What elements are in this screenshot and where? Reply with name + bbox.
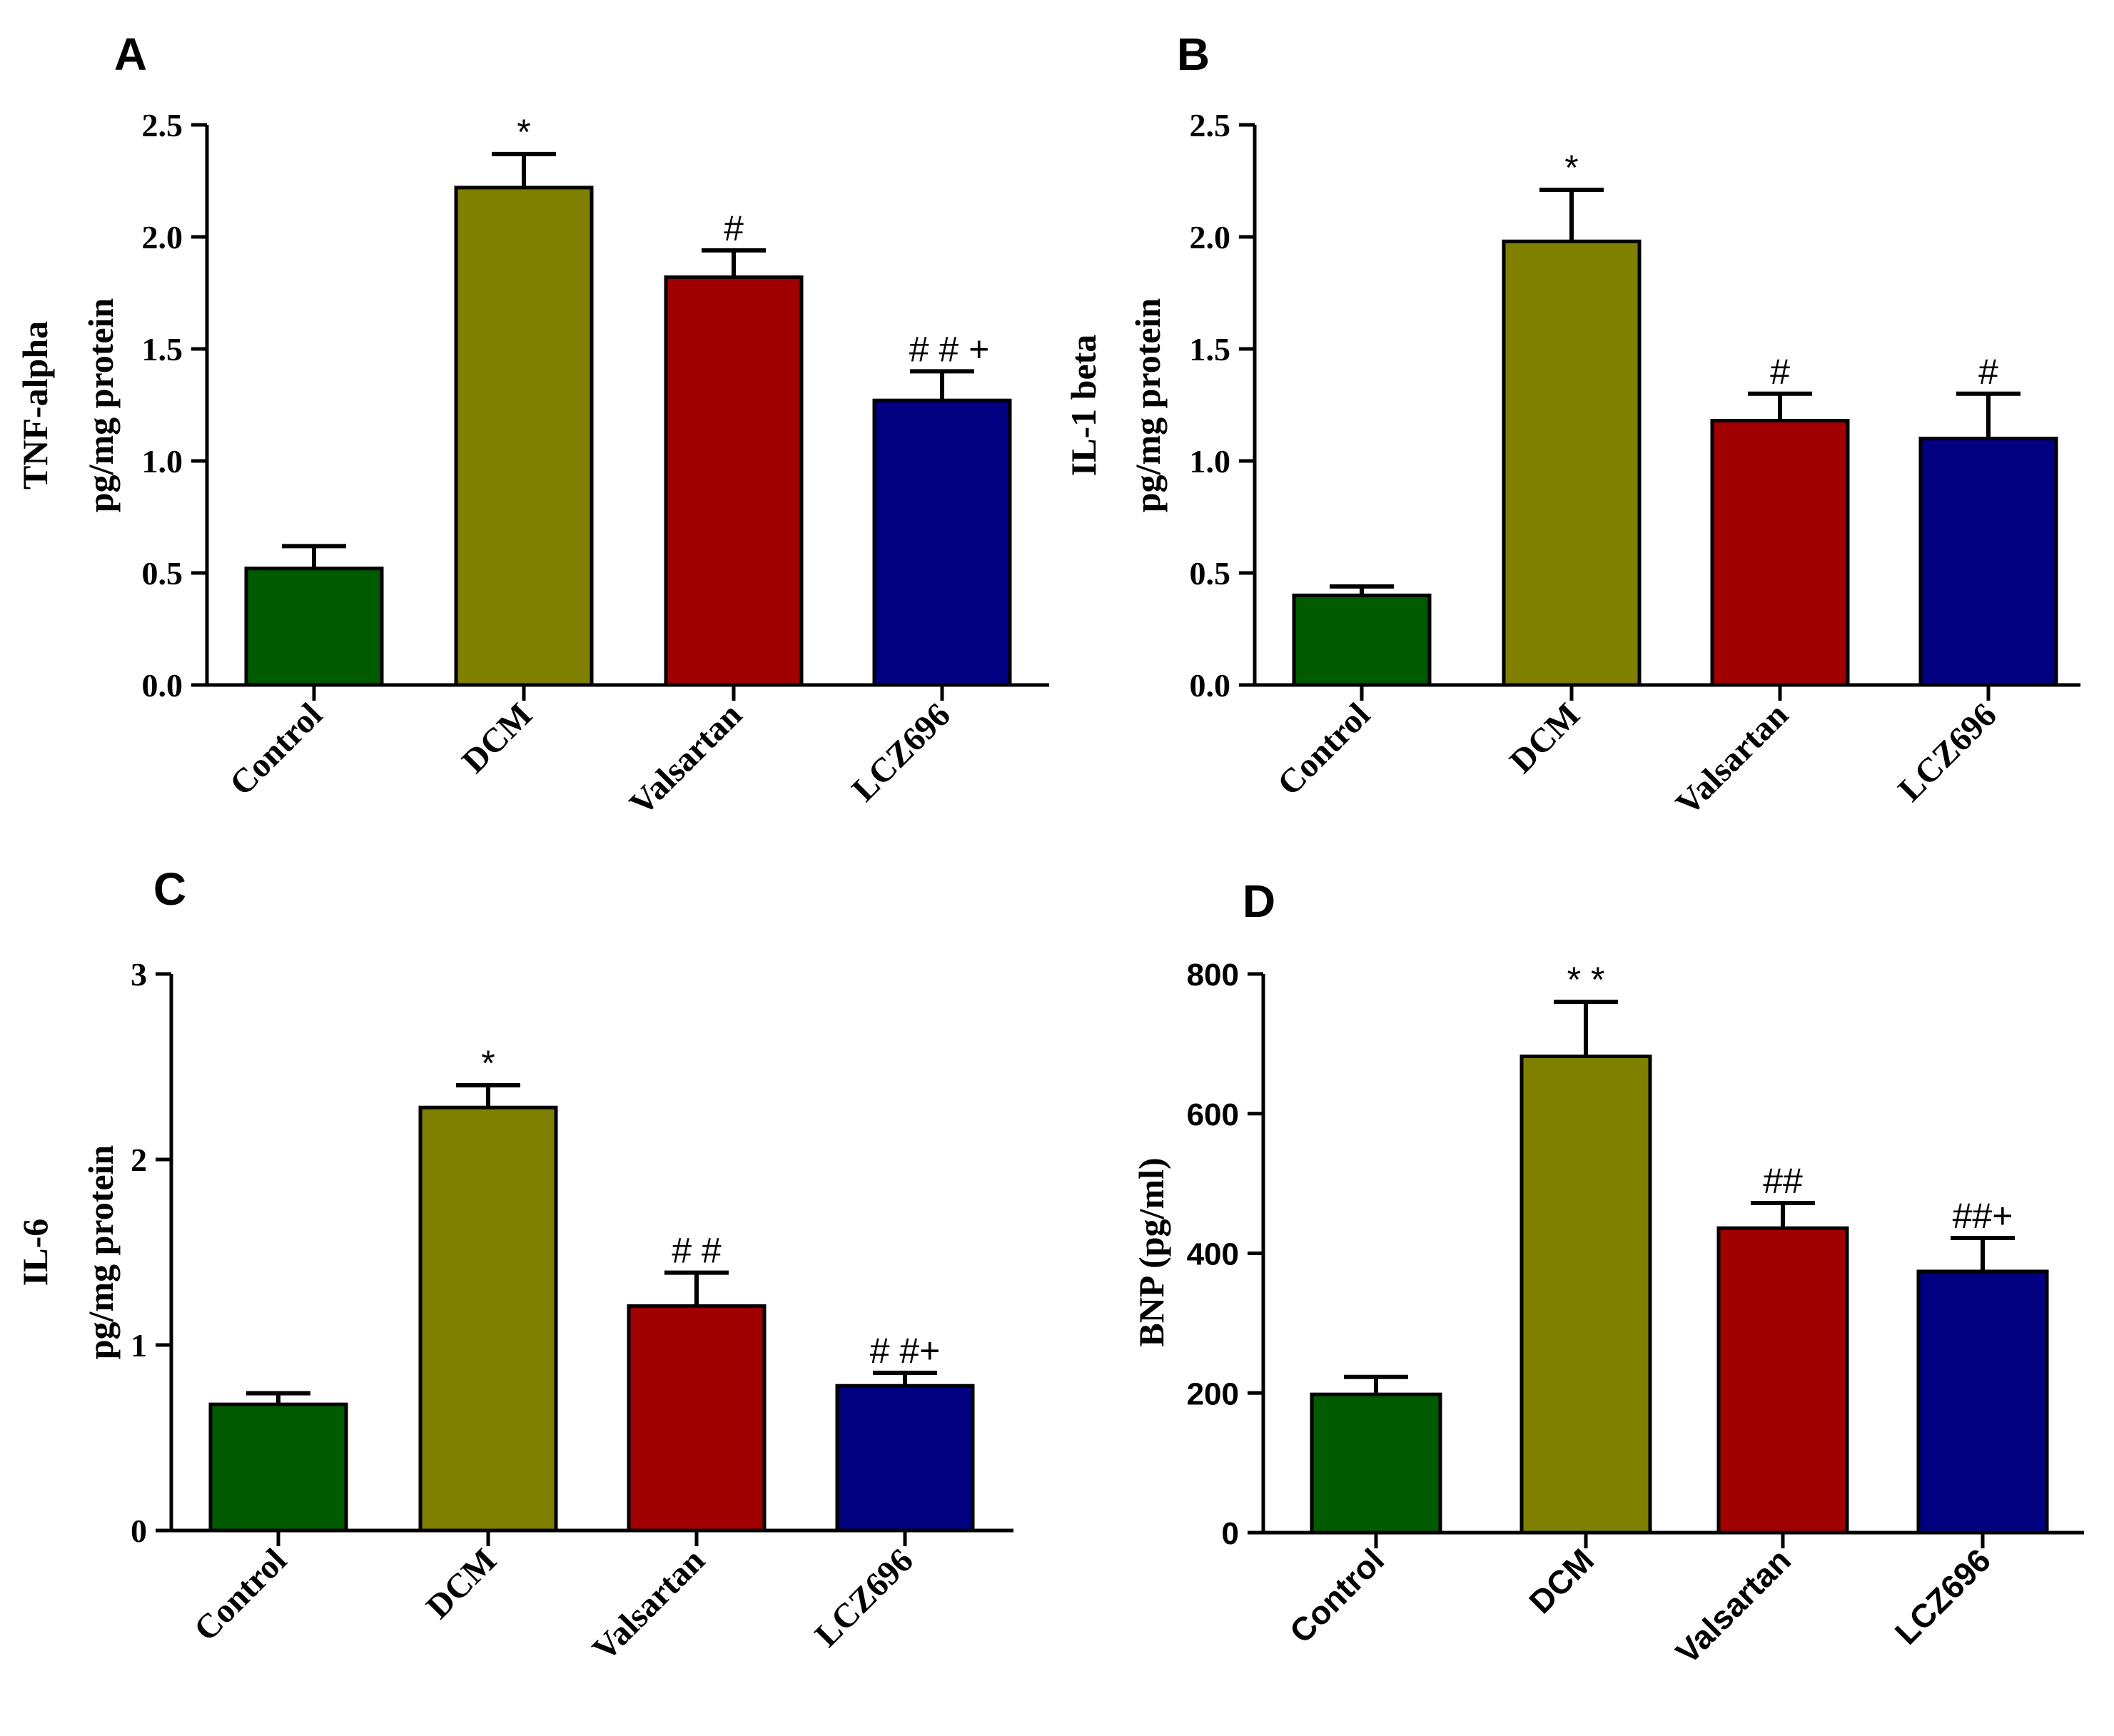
bar-lcz696 bbox=[872, 398, 1012, 687]
y-tick-label: 3 bbox=[131, 956, 147, 993]
y-tick-label: 0 bbox=[1222, 1516, 1239, 1551]
x-tick-label: Control bbox=[187, 1541, 294, 1648]
bar-valsartan bbox=[1716, 1226, 1849, 1535]
x-tick-label: DCM bbox=[1522, 1541, 1601, 1620]
significance-marker: * bbox=[1564, 148, 1578, 188]
significance-marker: ## bbox=[1763, 1161, 1803, 1201]
x-tick-label: Valsartan bbox=[622, 696, 749, 823]
y-axis-label: pg/mg protein bbox=[81, 298, 121, 513]
panel-D: D 0 200 400 600 800 BNP (pg/ml) Control * * DCM ##… bbox=[1131, 875, 2084, 1671]
y-tick-label: 0.5 bbox=[1190, 555, 1231, 592]
x-tick-label: LCZ696 bbox=[808, 1541, 921, 1654]
x-tick-label: DCM bbox=[1502, 696, 1587, 781]
significance-marker: ##+ bbox=[1953, 1196, 2013, 1236]
panel-letter: D bbox=[1243, 875, 1275, 927]
x-tick-label: Control bbox=[1270, 696, 1377, 803]
y-tick-label: 200 bbox=[1187, 1376, 1239, 1411]
y-tick-label: 0.0 bbox=[1190, 667, 1231, 704]
x-tick-label: Valsartan bbox=[1669, 696, 1796, 823]
y-axis-label: BNP (pg/ml) bbox=[1131, 1157, 1171, 1346]
significance-marker: * bbox=[517, 112, 530, 152]
panel-B: B 0.0 0.5 1.0 1.5 2.0 2.5 IL-1 beta pg/mg protei… bbox=[1063, 29, 2080, 823]
x-tick-label: LCZ696 bbox=[1891, 696, 2004, 808]
panel-letter: A bbox=[114, 29, 147, 80]
y-tick-label: 1.5 bbox=[1190, 331, 1231, 367]
panel-C: C 0 1 2 3 IL-6 pg/mg protein Control * DCM # # Vals… bbox=[15, 863, 1013, 1668]
bar-control bbox=[1310, 1392, 1442, 1535]
significance-marker: # bbox=[724, 208, 744, 248]
y-axis-label: TNF-alpha bbox=[15, 321, 55, 489]
y-tick-label: 1.0 bbox=[1190, 443, 1231, 479]
x-tick-label: Valsartan bbox=[585, 1541, 712, 1668]
y-tick-label: 2.0 bbox=[1190, 219, 1231, 255]
significance-marker: # # + bbox=[909, 329, 990, 369]
y-tick-label: 2.5 bbox=[142, 107, 183, 143]
x-tick-label: LCZ696 bbox=[1888, 1541, 1998, 1651]
x-tick-label: Valsartan bbox=[1669, 1541, 1798, 1670]
y-tick-label: 1 bbox=[131, 1327, 147, 1364]
panel-letter: B bbox=[1177, 29, 1210, 80]
significance-marker: # # bbox=[672, 1231, 722, 1271]
bar-valsartan bbox=[627, 1304, 767, 1533]
y-tick-label: 1.5 bbox=[142, 331, 183, 367]
significance-marker: * * bbox=[1567, 960, 1605, 1000]
y-tick-label: 0 bbox=[131, 1513, 147, 1549]
y-tick-label: 0.5 bbox=[142, 555, 183, 592]
y-axis-label: pg/mg protein bbox=[1128, 298, 1168, 513]
x-tick-label: LCZ696 bbox=[845, 696, 958, 808]
panel-letter: C bbox=[153, 863, 186, 915]
x-tick-label: Control bbox=[223, 696, 330, 803]
y-tick-label: 0.0 bbox=[142, 667, 183, 704]
y-tick-label: 800 bbox=[1187, 958, 1239, 993]
bar-valsartan bbox=[664, 275, 804, 687]
panel-A: A 0.0 0.5 1.0 1.5 2.0 2.5 TNF-alpha pg/mg protei… bbox=[15, 29, 1049, 823]
y-axis-label: pg/mg protein bbox=[81, 1145, 121, 1360]
y-tick-label: 2 bbox=[131, 1142, 147, 1178]
y-tick-label: 2.0 bbox=[142, 219, 183, 255]
y-tick-label: 600 bbox=[1187, 1097, 1239, 1132]
bar-lcz696 bbox=[835, 1384, 975, 1533]
bar-dcm bbox=[1519, 1054, 1652, 1535]
bar-control bbox=[208, 1402, 348, 1533]
bar-dcm bbox=[1502, 239, 1642, 687]
bar-control bbox=[244, 567, 384, 687]
y-axis-label: IL-6 bbox=[15, 1219, 55, 1286]
x-tick-label: DCM bbox=[455, 696, 540, 781]
bar-valsartan bbox=[1710, 418, 1850, 687]
bar-lcz696 bbox=[1918, 437, 2058, 687]
significance-marker: # #+ bbox=[870, 1331, 941, 1371]
x-tick-label: Control bbox=[1283, 1541, 1391, 1650]
significance-marker: # bbox=[1770, 352, 1790, 392]
significance-marker: * bbox=[481, 1043, 495, 1083]
bar-dcm bbox=[454, 186, 594, 687]
y-tick-label: 400 bbox=[1187, 1237, 1239, 1272]
x-tick-label: DCM bbox=[419, 1541, 504, 1626]
bar-dcm bbox=[418, 1105, 558, 1533]
bar-lcz696 bbox=[1916, 1269, 2049, 1535]
y-tick-label: 1.0 bbox=[142, 443, 183, 479]
y-tick-label: 2.5 bbox=[1190, 107, 1231, 143]
y-axis-label: IL-1 beta bbox=[1063, 335, 1103, 477]
bar-control bbox=[1292, 593, 1432, 687]
significance-marker: # bbox=[1978, 352, 1998, 392]
